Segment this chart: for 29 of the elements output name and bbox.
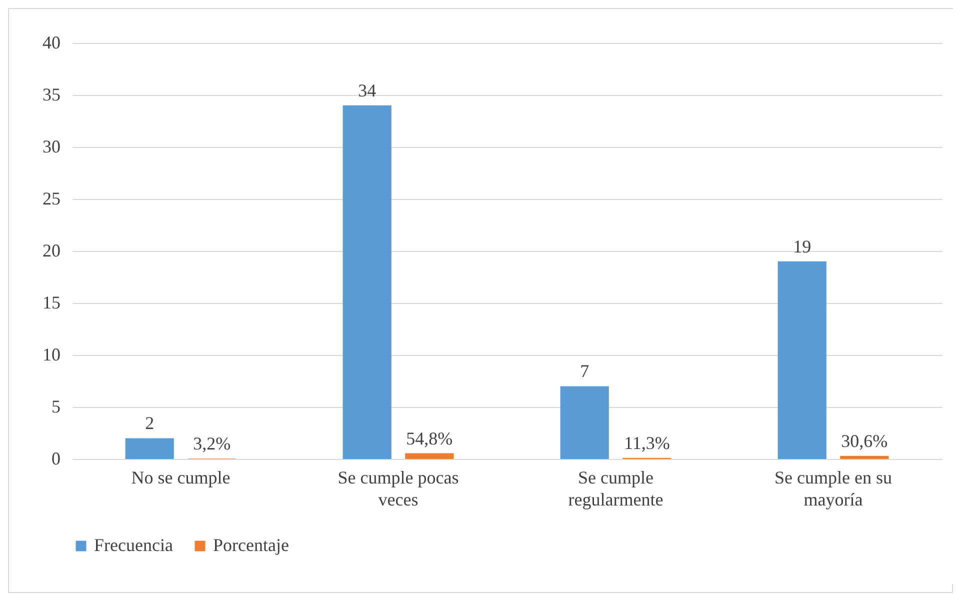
data-label: 7: [580, 361, 590, 382]
y-tick-label: 25: [42, 188, 60, 208]
y-tick-label: 20: [42, 240, 60, 260]
bar: [778, 261, 826, 459]
y-tick-label: 35: [42, 84, 60, 104]
bar: [125, 438, 174, 459]
y-tick-label: 0: [52, 448, 60, 468]
data-label: 54,8%: [406, 428, 453, 448]
y-tick-label: 40: [42, 32, 60, 52]
legend-label: Porcentaje: [213, 535, 289, 555]
data-label: 19: [793, 236, 812, 256]
x-tick-label: No se cumple: [131, 468, 230, 488]
data-label: 11,3%: [624, 432, 670, 453]
data-label: 34: [358, 80, 376, 100]
y-tick-label: 5: [52, 396, 60, 416]
bar: [342, 105, 392, 459]
bar: [560, 386, 609, 459]
y-tick-label: 15: [42, 292, 60, 312]
x-tick-label: Se cumple en su mayoría: [774, 468, 892, 510]
legend-label: Frecuencia: [94, 535, 173, 555]
data-label: 30,6%: [841, 430, 888, 451]
x-tick-label: Se cumple pocas veces: [338, 468, 459, 510]
x-tick-label: Se cumple regularmente: [568, 468, 664, 510]
y-tick-label: 30: [42, 136, 60, 156]
bar: [840, 456, 889, 459]
y-tick-label: 10: [42, 344, 60, 364]
data-label: 3,2%: [193, 434, 231, 454]
bar: [405, 453, 454, 459]
data-label: 2: [145, 413, 154, 434]
